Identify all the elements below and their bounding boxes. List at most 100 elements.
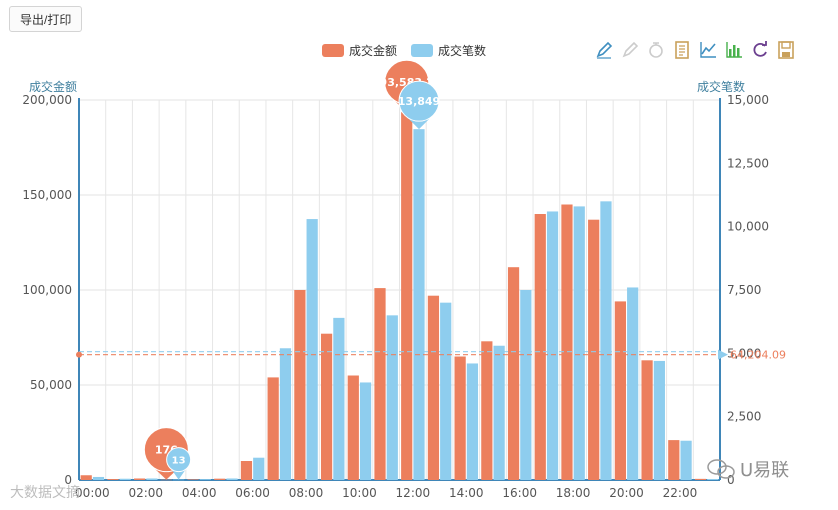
bar-count xyxy=(680,440,692,480)
mark-undo-icon[interactable] xyxy=(620,40,640,60)
bar-amount xyxy=(694,478,707,480)
bar-count xyxy=(627,287,639,480)
right-tick-label: 12,500 xyxy=(727,156,769,170)
mark-point-tail xyxy=(171,469,186,480)
bar-count xyxy=(440,302,452,480)
data-view-icon[interactable] xyxy=(672,40,692,60)
left-tick-label: 200,000 xyxy=(22,93,72,107)
mark-point-label: 13,849 xyxy=(398,95,440,108)
right-tick-label: 0 xyxy=(727,473,735,487)
brand-name: U易联 xyxy=(740,460,790,481)
bar-amount xyxy=(214,478,226,480)
bar-amount xyxy=(507,267,520,480)
bar-chart-icon[interactable] xyxy=(724,40,744,60)
bar-amount xyxy=(80,475,92,480)
bar-amount xyxy=(347,375,359,480)
bar-count xyxy=(253,457,265,480)
bar-count xyxy=(359,382,372,480)
bar-amount xyxy=(668,440,680,480)
chart-toolbox xyxy=(594,40,796,60)
bar-amount xyxy=(588,219,600,480)
legend-item-count[interactable]: 成交笔数 xyxy=(411,42,486,59)
bar-count xyxy=(146,478,158,480)
mark-clear-icon[interactable] xyxy=(646,40,666,60)
bar-count xyxy=(92,476,105,480)
bar-count xyxy=(493,345,505,480)
chart-bars xyxy=(80,112,719,481)
bar-amount xyxy=(401,112,413,481)
mark-point-pin xyxy=(398,80,440,122)
restore-icon[interactable] xyxy=(750,40,770,60)
bar-count xyxy=(199,479,211,480)
x-tick-label: 18:00 xyxy=(556,486,591,500)
bar-count xyxy=(386,315,398,480)
bar-amount xyxy=(240,461,253,480)
save-image-icon[interactable] xyxy=(776,40,796,60)
right-tick-label: 2,500 xyxy=(727,410,761,424)
bar-amount xyxy=(534,214,546,480)
average-line-group: 64,204.09 xyxy=(76,349,786,362)
bar-amount xyxy=(320,333,333,480)
mark-point-label: 13 xyxy=(172,456,186,467)
bar-amount xyxy=(614,301,626,480)
bar-amount xyxy=(374,288,386,480)
bar-amount xyxy=(427,295,440,480)
bar-amount xyxy=(454,356,466,480)
mark-point-pin xyxy=(166,447,192,473)
left-axis-title: 成交金额 xyxy=(29,79,77,94)
legend-item-amount[interactable]: 成交金额 xyxy=(322,42,397,59)
line-chart-icon[interactable] xyxy=(698,40,718,60)
average-line-label: 64,204.09 xyxy=(730,349,786,362)
x-tick-label: 04:00 xyxy=(182,486,217,500)
left-tick-label: 100,000 xyxy=(22,283,72,297)
left-tick-label: 150,000 xyxy=(22,188,72,202)
bar-count xyxy=(333,317,345,480)
bar-count xyxy=(279,348,292,480)
bar-amount xyxy=(641,360,653,480)
right-tick-label: 10,000 xyxy=(727,220,769,234)
right-axis-title: 成交笔数 xyxy=(697,79,745,94)
export-print-button[interactable]: 导出/打印 xyxy=(9,6,83,32)
x-tick-label: 08:00 xyxy=(289,486,324,500)
bar-amount xyxy=(160,479,172,481)
bar-count xyxy=(546,211,559,480)
bar-count xyxy=(600,201,612,481)
bar-amount xyxy=(481,341,493,480)
mark-icon[interactable] xyxy=(594,40,614,60)
x-tick-label: 00:00 xyxy=(75,486,110,500)
legend-label-count: 成交笔数 xyxy=(438,44,487,58)
x-tick-label: 12:00 xyxy=(396,486,431,500)
legend-label-amount: 成交金额 xyxy=(349,44,398,58)
x-tick-label: 14:00 xyxy=(449,486,484,500)
x-tick-label: 22:00 xyxy=(663,486,698,500)
bar-count xyxy=(306,219,318,481)
left-tick-label: 50,000 xyxy=(30,378,72,392)
legend: 成交金额 成交笔数 xyxy=(322,42,486,59)
x-tick-label: 10:00 xyxy=(342,486,377,500)
bar-amount xyxy=(107,479,119,480)
x-tick-label: 20:00 xyxy=(609,486,644,500)
bar-amount xyxy=(294,290,306,480)
bar-count xyxy=(520,290,532,480)
right-tick-label: 7,500 xyxy=(727,283,761,297)
brand: U易联 xyxy=(706,456,789,482)
bar-amount xyxy=(187,479,199,480)
average-line-start xyxy=(76,351,82,358)
right-tick-label: 15,000 xyxy=(727,93,769,107)
right-tick-label: 5,000 xyxy=(727,346,761,360)
bar-count xyxy=(173,479,185,481)
x-tick-label: 06:00 xyxy=(235,486,270,500)
bar-amount xyxy=(134,478,146,480)
bar-count xyxy=(653,360,665,480)
bar-count xyxy=(573,206,585,480)
bar-count xyxy=(226,478,238,480)
watermark-text: 大数据文摘 xyxy=(10,485,80,501)
legend-swatch-amount xyxy=(322,44,344,57)
chart-axes: 成交金额 成交笔数 0 50,000 100,000 150,000 200,000 0 2,5… xyxy=(22,79,769,500)
average-line-arrow xyxy=(718,349,728,360)
x-tick-label: 02:00 xyxy=(128,486,163,500)
bar-count xyxy=(466,363,479,480)
chart-grid xyxy=(78,99,721,481)
